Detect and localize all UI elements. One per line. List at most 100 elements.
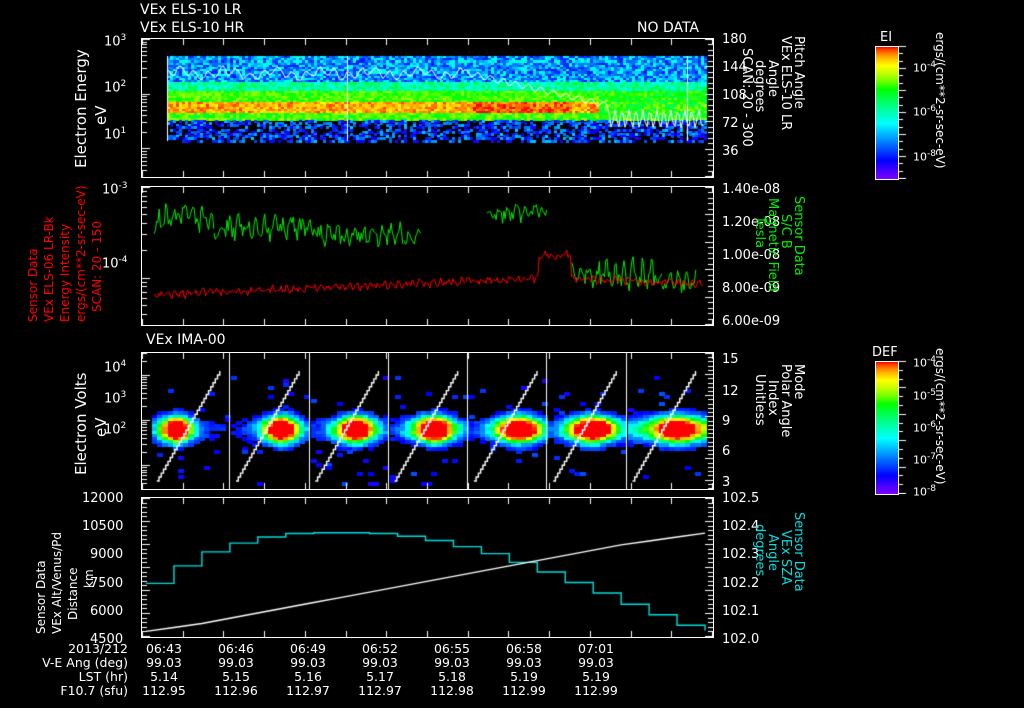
panel4-right-tick-4: 102.2 bbox=[722, 576, 760, 591]
colorbar1-name: EI bbox=[880, 30, 893, 45]
panel1-right-tick-108: 108 bbox=[722, 88, 747, 103]
panel4-left-axis-label-3: Distance bbox=[66, 567, 80, 620]
colorbar2-tick-2: 10-5 bbox=[913, 388, 936, 403]
bottom-axis-row-label: F10.7 (sfu) bbox=[60, 683, 128, 698]
panel1-ytick-1: 101 bbox=[104, 126, 127, 143]
bottom-axis-cell: 112.99 bbox=[574, 683, 618, 698]
panel4-right-axis-label-4: degrees bbox=[752, 524, 767, 577]
panel2-left-axis-label-3: Energy Intensity bbox=[58, 223, 72, 322]
colorbar2-name: DEF bbox=[872, 345, 898, 360]
panel1-title-line2: VEx ELS-10 HR bbox=[140, 20, 245, 36]
panel3-right-axis-label-1: Mode bbox=[791, 364, 806, 400]
panel1-right-axis-label-2: VEx ELS-10 LR bbox=[778, 36, 793, 131]
panel2-ytick-2: 10-4 bbox=[102, 255, 128, 272]
panel3-title: VEx IMA-00 bbox=[146, 332, 226, 348]
panel4-right-axis-label-3: Angle bbox=[765, 534, 780, 571]
bottom-axis-cell: 99.03 bbox=[434, 655, 470, 670]
panel2-plot-area bbox=[141, 186, 714, 326]
energy-intensity-magnetic-field-plot bbox=[142, 187, 713, 325]
panel4-right-axis-label-2: VEx SZA bbox=[778, 530, 793, 585]
panel4-ytick-4500: 4500 bbox=[90, 632, 124, 647]
bottom-axis-cell: 5.18 bbox=[438, 669, 466, 684]
panel2-ytick-1: 10-3 bbox=[102, 181, 128, 198]
colorbar1-ticks bbox=[898, 45, 912, 179]
bottom-axis-row: 2013/212 06:43 06:46 06:49 06:52 06:55 06:58 07… bbox=[10, 642, 632, 656]
colorbar1-tick-1: 10-4 bbox=[913, 60, 936, 75]
bottom-axis-cell: 99.03 bbox=[506, 655, 542, 670]
bottom-axis-row: F10.7 (sfu) 112.95 112.96 112.97 112.97 112.9… bbox=[10, 684, 632, 698]
bottom-axis-cell: 112.98 bbox=[430, 683, 474, 698]
colorbar2-unit-label: ergs/(cm**2-sr-sec-eV) bbox=[933, 348, 947, 485]
bottom-axis-table: 2013/212 06:43 06:46 06:49 06:52 06:55 06:58 07… bbox=[10, 642, 632, 698]
panel3-plot-area bbox=[141, 352, 714, 490]
colorbar2-tick-3: 10-6 bbox=[913, 420, 936, 435]
panel1-right-tick-144: 144 bbox=[722, 60, 747, 75]
colorbar1-unit-label: ergs/(cm**2-sr-sec-eV) bbox=[933, 32, 947, 169]
panel4-ytick-6000: 6000 bbox=[90, 604, 124, 619]
panel1-right-tick-36: 36 bbox=[722, 144, 739, 159]
bottom-axis-cell: 99.03 bbox=[218, 655, 254, 670]
bottom-axis-cell: 5.19 bbox=[582, 669, 610, 684]
electron-energy-spectrogram bbox=[142, 39, 713, 177]
panel3-right-tick-6: 6 bbox=[722, 444, 731, 459]
bottom-axis-row-label: V-E Ang (deg) bbox=[42, 655, 128, 670]
panel4-left-axis-label-2: VEx Alt/Venus/Pd bbox=[50, 531, 64, 634]
panel2-right-axis-label-1: Sensor Data bbox=[791, 196, 806, 276]
panel1-ytick-2: 102 bbox=[104, 79, 127, 96]
panel4-ytick-10500: 10500 bbox=[82, 519, 124, 534]
bottom-axis-cell: 06:58 bbox=[505, 641, 543, 656]
panel1-nodata-label: NO DATA bbox=[637, 20, 700, 36]
panel4-right-tick-2: 102.4 bbox=[722, 519, 760, 534]
bottom-axis-cell: 07:01 bbox=[577, 641, 615, 656]
panel3-right-axis-label-4: Unitless bbox=[752, 374, 767, 426]
panel3-right-tick-9: 9 bbox=[722, 414, 731, 429]
panel2-right-tick-3: 1.00e-08 bbox=[722, 248, 781, 263]
colorbar2-ticks bbox=[898, 360, 912, 494]
panel1-plot-area bbox=[141, 38, 714, 178]
panel4-right-axis-label-1: Sensor Data bbox=[791, 512, 806, 592]
bottom-axis-cell: 5.15 bbox=[222, 669, 250, 684]
bottom-axis-cell: 06:52 bbox=[361, 641, 399, 656]
panel4-left-axis-label-1: Sensor Data bbox=[34, 560, 48, 634]
panel2-right-tick-5: 6.00e-09 bbox=[722, 314, 781, 329]
panel1-left-axis-label-1: Electron Energy bbox=[72, 49, 90, 168]
colorbar2-tick-4: 10-7 bbox=[913, 452, 936, 467]
bottom-axis-cell: 112.95 bbox=[142, 683, 186, 698]
bottom-axis-cell: 06:43 bbox=[145, 641, 183, 656]
colorbar1-tick-2: 10-6 bbox=[913, 104, 936, 119]
bottom-axis-row: LST (hr) 5.14 5.15 5.16 5.17 5.18 5.19 5.19 bbox=[10, 670, 632, 684]
altitude-sza-plot bbox=[142, 498, 713, 637]
bottom-axis-cell: 06:55 bbox=[433, 641, 471, 656]
panel4-right-tick-3: 102.3 bbox=[722, 547, 760, 562]
bottom-axis-cell: 112.97 bbox=[358, 683, 402, 698]
bottom-axis-cell: 5.14 bbox=[150, 669, 178, 684]
bottom-axis-cell: 99.03 bbox=[290, 655, 326, 670]
panel1-ytick-3: 103 bbox=[104, 33, 127, 50]
panel3-ytick-4: 104 bbox=[104, 359, 127, 376]
panel4-right-tick-6: 102.0 bbox=[722, 632, 760, 647]
panel1-right-tick-180: 180 bbox=[722, 32, 747, 47]
panel3-ytick-3: 103 bbox=[104, 390, 127, 407]
panel3-right-tick-12: 12 bbox=[722, 384, 739, 399]
bottom-axis-cell: 5.17 bbox=[366, 669, 394, 684]
ion-energy-spectrogram bbox=[142, 353, 713, 489]
panel2-right-axis-label-3: Magnetic Field bbox=[765, 198, 780, 292]
panel3-ytick-2: 102 bbox=[104, 421, 127, 438]
panel4-ytick-7500: 7500 bbox=[90, 576, 124, 591]
panel1-right-tick-72: 72 bbox=[722, 116, 739, 131]
panel2-right-axis-label-4: Tesla bbox=[752, 216, 767, 249]
panel2-left-axis-label-4: ergs/(cm**2-sr-sec-eV) bbox=[74, 185, 88, 322]
panel4-right-tick-5: 102.1 bbox=[722, 604, 760, 619]
panel2-right-tick-4: 8.00e-09 bbox=[722, 281, 781, 296]
panel1-right-axis-label-1: Pitch Angle bbox=[791, 36, 806, 109]
bottom-axis-cell: 112.97 bbox=[286, 683, 330, 698]
bottom-axis-row-label: 2013/212 bbox=[68, 641, 128, 656]
panel1-right-axis-label-5: SCAN: 20 - 300 bbox=[739, 48, 754, 147]
panel2-left-axis-label-1: Sensor Data bbox=[26, 248, 40, 322]
panel4-ytick-9000: 9000 bbox=[90, 547, 124, 562]
panel2-left-axis-label-2: VEx ELS-06 LR-Bk bbox=[42, 216, 56, 322]
panel4-right-tick-1: 102.5 bbox=[722, 491, 760, 506]
panel4-plot-area bbox=[141, 497, 714, 638]
panel3-left-axis-label-1: Electron Volts bbox=[72, 372, 90, 475]
